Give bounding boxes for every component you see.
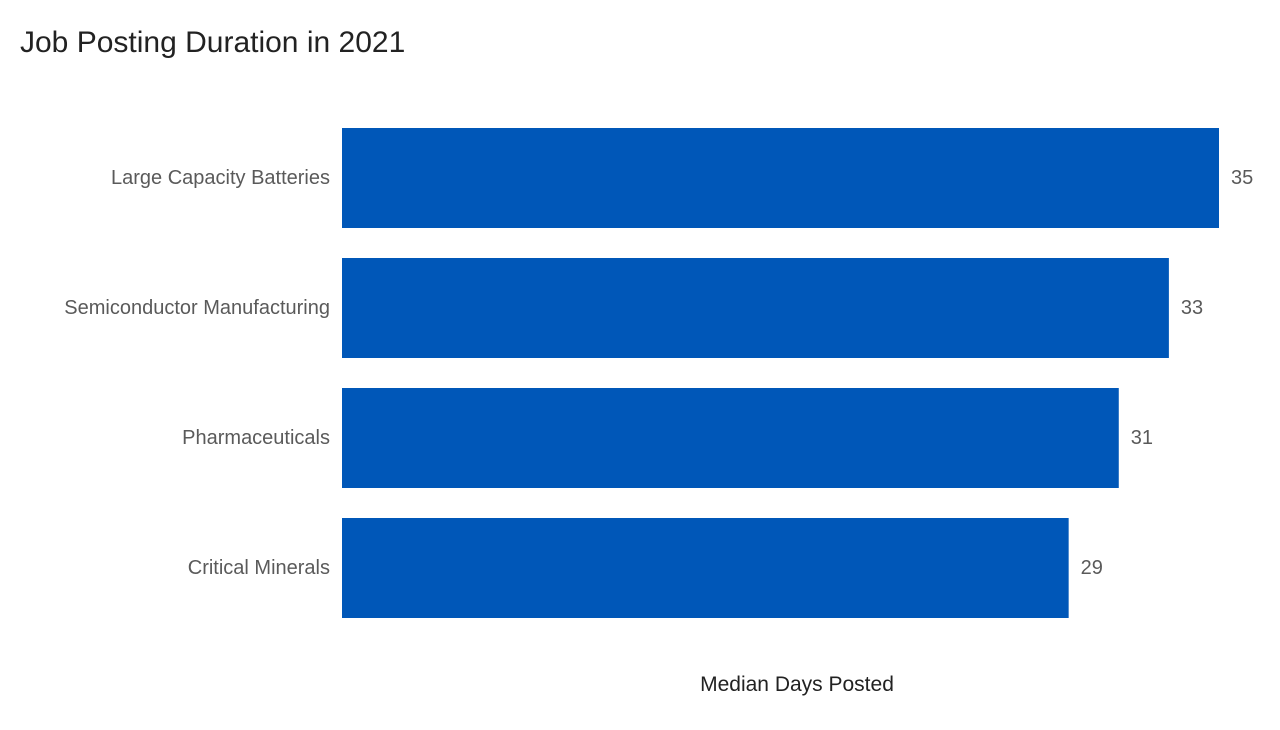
category-labels-group: Large Capacity Batteries Semiconductor Ma…: [64, 167, 330, 579]
category-label-pharmaceuticals: Pharmaceuticals: [182, 427, 330, 449]
bar-large-capacity-batteries: [342, 128, 1219, 228]
category-label-large-capacity-batteries: Large Capacity Batteries: [111, 167, 330, 189]
bar-pharmaceuticals: [342, 388, 1119, 488]
chart-title: Job Posting Duration in 2021: [20, 26, 405, 59]
value-label-critical-minerals: 29: [1081, 557, 1103, 579]
x-axis-title: Median Days Posted: [700, 673, 894, 696]
category-label-semiconductor-manufacturing: Semiconductor Manufacturing: [64, 297, 330, 319]
category-label-critical-minerals: Critical Minerals: [188, 557, 330, 579]
value-label-large-capacity-batteries: 35: [1231, 167, 1253, 189]
value-labels-group: 35 33 31 29: [1081, 167, 1254, 579]
bars-group: [342, 128, 1219, 618]
value-label-pharmaceuticals: 31: [1131, 427, 1153, 449]
bar-critical-minerals: [342, 518, 1069, 618]
value-label-semiconductor-manufacturing: 33: [1181, 297, 1203, 319]
bar-semiconductor-manufacturing: [342, 258, 1169, 358]
